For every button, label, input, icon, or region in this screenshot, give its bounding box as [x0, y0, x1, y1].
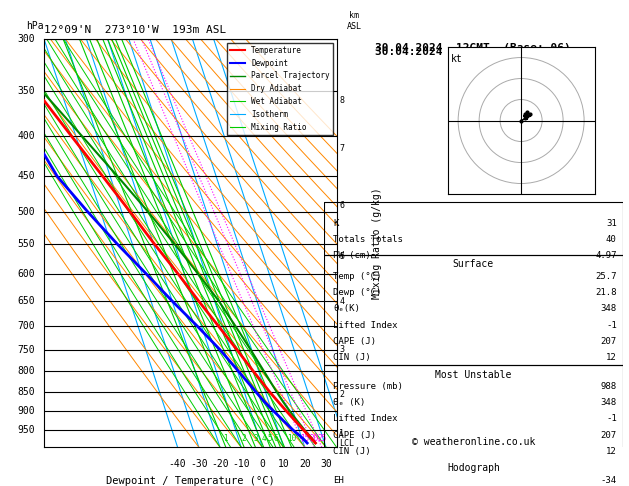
Text: 5: 5 [268, 434, 272, 443]
Text: CIN (J): CIN (J) [333, 353, 370, 362]
Text: Lifted Index: Lifted Index [333, 321, 398, 330]
Text: 3: 3 [340, 345, 345, 354]
Text: 850: 850 [18, 387, 35, 397]
Text: 348: 348 [601, 398, 617, 407]
Text: Temp (°C): Temp (°C) [333, 272, 381, 280]
Text: 0: 0 [259, 459, 265, 469]
Text: 30: 30 [320, 459, 331, 469]
Text: 900: 900 [18, 406, 35, 417]
Text: 207: 207 [601, 337, 617, 346]
Text: EH: EH [333, 476, 343, 485]
Text: 4.97: 4.97 [595, 251, 617, 260]
Text: -20: -20 [211, 459, 229, 469]
Text: © weatheronline.co.uk: © weatheronline.co.uk [411, 437, 535, 447]
Text: 30.04.2024  12GMT  (Base: 06): 30.04.2024 12GMT (Base: 06) [376, 43, 571, 53]
Text: 30.04.2024  12GMT  (Base: 06): 30.04.2024 12GMT (Base: 06) [376, 47, 571, 57]
Text: 4: 4 [261, 434, 266, 443]
Text: 31: 31 [606, 219, 617, 227]
Text: 350: 350 [18, 86, 35, 96]
Text: Most Unstable: Most Unstable [435, 369, 511, 380]
Text: Dewp (°C): Dewp (°C) [333, 288, 381, 297]
Text: 4: 4 [340, 296, 345, 306]
Text: Surface: Surface [453, 260, 494, 269]
Text: -1: -1 [606, 321, 617, 330]
Text: Pressure (mb): Pressure (mb) [333, 382, 403, 391]
Text: 21.8: 21.8 [595, 288, 617, 297]
Text: 25: 25 [317, 434, 326, 443]
Text: 650: 650 [18, 296, 35, 306]
Text: CIN (J): CIN (J) [333, 447, 370, 456]
Text: 6: 6 [274, 434, 278, 443]
Text: Hodograph: Hodograph [447, 464, 500, 473]
Text: 3: 3 [253, 434, 258, 443]
Text: Mixing Ratio (g/kg): Mixing Ratio (g/kg) [372, 187, 382, 299]
Text: K: K [333, 219, 338, 227]
Text: θₑ(K): θₑ(K) [333, 304, 360, 313]
Text: -40: -40 [169, 459, 186, 469]
Text: 550: 550 [18, 240, 35, 249]
Text: -30: -30 [190, 459, 208, 469]
Text: 6: 6 [340, 201, 345, 210]
Text: hPa: hPa [26, 21, 44, 31]
Text: 950: 950 [18, 425, 35, 435]
Text: 20: 20 [299, 459, 311, 469]
Legend: Temperature, Dewpoint, Parcel Trajectory, Dry Adiabat, Wet Adiabat, Isotherm, Mi: Temperature, Dewpoint, Parcel Trajectory… [226, 43, 333, 135]
Text: 800: 800 [18, 366, 35, 377]
Text: 5: 5 [340, 252, 345, 261]
Text: 25.7: 25.7 [595, 272, 617, 280]
Text: 500: 500 [18, 207, 35, 217]
Text: PW (cm): PW (cm) [333, 251, 370, 260]
Text: 12: 12 [606, 447, 617, 456]
Text: 10: 10 [277, 459, 289, 469]
Text: 2: 2 [242, 434, 247, 443]
Text: 15: 15 [300, 434, 309, 443]
Text: -1: -1 [606, 415, 617, 423]
Text: 750: 750 [18, 345, 35, 355]
Text: km
ASL: km ASL [347, 11, 362, 31]
Text: 700: 700 [18, 321, 35, 331]
Text: 20: 20 [309, 434, 319, 443]
Text: 8: 8 [340, 96, 345, 105]
Text: kt: kt [450, 54, 462, 64]
Text: Dewpoint / Temperature (°C): Dewpoint / Temperature (°C) [106, 476, 275, 486]
Text: 348: 348 [601, 304, 617, 313]
Text: CAPE (J): CAPE (J) [333, 431, 376, 440]
Text: 10: 10 [287, 434, 296, 443]
Text: 450: 450 [18, 172, 35, 181]
Text: -34: -34 [601, 476, 617, 485]
Text: 1: 1 [223, 434, 228, 443]
Text: CAPE (J): CAPE (J) [333, 337, 376, 346]
Text: 600: 600 [18, 269, 35, 279]
Text: 300: 300 [18, 34, 35, 44]
Text: Lifted Index: Lifted Index [333, 415, 398, 423]
Text: 988: 988 [601, 382, 617, 391]
Text: 400: 400 [18, 131, 35, 141]
Text: 1
LCL: 1 LCL [340, 429, 354, 448]
Text: 2: 2 [340, 389, 345, 399]
Text: -10: -10 [232, 459, 250, 469]
Text: Totals Totals: Totals Totals [333, 235, 403, 244]
Text: 207: 207 [601, 431, 617, 440]
Text: 12°09'N  273°10'W  193m ASL: 12°09'N 273°10'W 193m ASL [44, 25, 226, 35]
Text: 7: 7 [340, 144, 345, 154]
Text: 40: 40 [606, 235, 617, 244]
Text: 12: 12 [606, 353, 617, 362]
Text: θₑ (K): θₑ (K) [333, 398, 365, 407]
